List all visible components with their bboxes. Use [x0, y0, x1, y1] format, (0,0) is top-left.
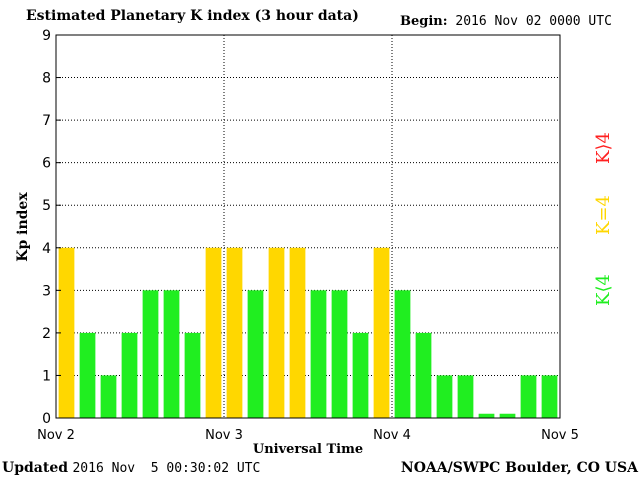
kp-bar — [58, 247, 75, 418]
begin-info: Begin: 2016 Nov 02 0000 UTC — [400, 14, 612, 29]
y-tick-labels: 0 1 2 3 4 5 6 7 8 9 — [42, 28, 51, 427]
y-tick-label: 3 — [42, 283, 51, 299]
kp-bar — [247, 290, 264, 418]
chart-title: Estimated Planetary K index (3 hour data… — [26, 8, 359, 24]
y-tick-label: 5 — [42, 198, 51, 214]
y-tick-label: 1 — [42, 368, 51, 384]
kp-bar — [520, 375, 537, 418]
kp-bar — [310, 290, 327, 418]
kp-bar — [205, 247, 222, 418]
kp-bar — [415, 332, 432, 418]
updated-value: 2016 Nov 5 00:30:02 UTC — [72, 461, 261, 476]
y-tick-label: 9 — [42, 28, 51, 44]
kp-bar — [457, 375, 474, 418]
y-axis-label: Kp index — [15, 192, 31, 262]
y-tick-label: 4 — [42, 241, 51, 257]
kp-bar — [436, 375, 453, 418]
kp-bar — [352, 332, 369, 418]
kp-bar — [541, 375, 558, 418]
kp-bar — [163, 290, 180, 418]
x-tick-labels: Nov 2 Nov 3 Nov 4 Nov 5 — [37, 428, 579, 443]
x-tick-label: Nov 5 — [541, 428, 579, 443]
begin-value: 2016 Nov 02 0000 UTC — [455, 14, 612, 29]
kp-bar — [478, 413, 495, 418]
source-label: NOAA/SWPC Boulder, CO USA — [400, 460, 638, 476]
plot-frame — [55, 34, 561, 419]
legend-item-3: K⟨4 — [593, 274, 614, 306]
kp-bar — [142, 290, 159, 418]
y-tick-label: 2 — [42, 326, 51, 342]
kp-bar — [394, 290, 411, 418]
x-tick-label: Nov 4 — [373, 428, 411, 443]
kp-bar — [100, 375, 117, 418]
legend: K⟩4 K=4 K⟨4 — [593, 132, 614, 306]
kp-bar — [226, 247, 243, 418]
x-axis-label: Universal Time — [253, 442, 363, 457]
y-tick-label: 7 — [42, 113, 51, 129]
x-tick-label: Nov 2 — [37, 428, 75, 443]
legend-item-1: K⟩4 — [593, 132, 614, 164]
y-tick-label: 8 — [42, 71, 51, 87]
kp-bar — [268, 247, 285, 418]
axes — [55, 34, 561, 419]
y-tick-label: 6 — [42, 156, 51, 172]
kp-bar — [79, 332, 96, 418]
kp-bar — [331, 290, 348, 418]
legend-item-2: K=4 — [593, 195, 614, 235]
kp-bar — [289, 247, 306, 418]
kp-bar — [121, 332, 138, 418]
bars — [58, 247, 558, 418]
y-tick-label: 0 — [42, 411, 51, 427]
kp-bar — [499, 413, 516, 418]
kp-bar — [184, 332, 201, 418]
updated-label: Updated — [2, 460, 69, 476]
begin-label: Begin: — [400, 14, 448, 29]
kp-bar — [373, 247, 390, 418]
x-tick-label: Nov 3 — [205, 428, 243, 443]
updated-info: Updated 2016 Nov 5 00:30:02 UTC — [2, 460, 260, 476]
